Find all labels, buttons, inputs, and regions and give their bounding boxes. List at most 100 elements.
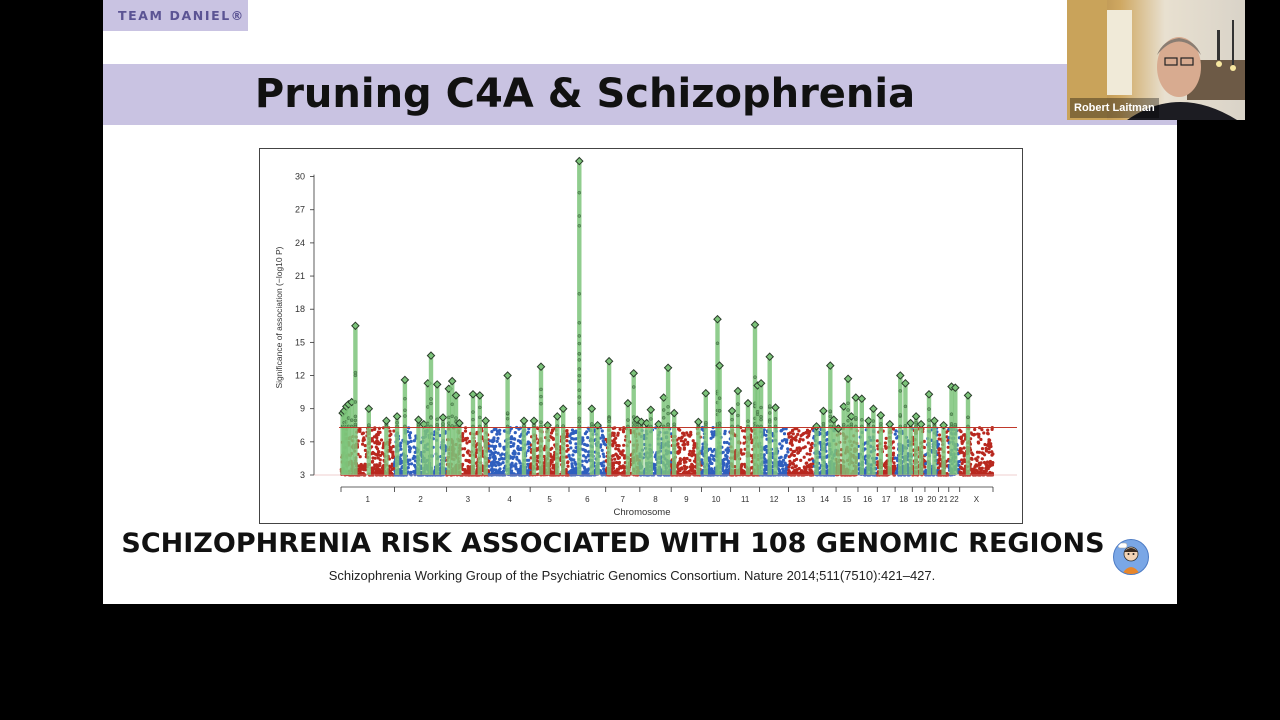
x-axis-label: Chromosome	[613, 507, 670, 518]
hit-snp	[662, 408, 666, 412]
chromosome-label: 21	[939, 495, 948, 504]
snp-point	[938, 454, 942, 458]
snp-point	[784, 453, 788, 457]
snp-point	[978, 466, 982, 470]
snp-point	[565, 434, 569, 439]
snp-point	[938, 464, 943, 468]
snp-point	[572, 449, 576, 453]
snp-point	[739, 463, 744, 467]
snp-point	[709, 453, 713, 457]
snp-point	[807, 430, 811, 434]
participant-name: Robert Laitman	[1070, 98, 1159, 118]
snp-point	[496, 451, 500, 455]
snp-point	[801, 438, 805, 442]
lead-snp-diamond	[646, 405, 656, 415]
snp-point	[959, 450, 963, 454]
chromosome-label: 13	[796, 495, 805, 504]
snp-point	[406, 466, 410, 470]
lead-snp-diamond	[587, 404, 597, 414]
snp-point	[679, 439, 683, 443]
hit-column	[384, 420, 389, 475]
snp-point	[969, 468, 974, 472]
lead-snp-diamond	[939, 420, 948, 430]
lead-snp-diamond	[637, 417, 646, 427]
snp-point	[611, 454, 615, 458]
snp-point	[792, 453, 797, 458]
snp-point	[584, 455, 588, 459]
snp-point	[884, 436, 888, 440]
snp-point	[721, 469, 726, 473]
snp-point	[895, 469, 899, 473]
snp-point	[808, 449, 813, 453]
snp-point	[378, 458, 382, 462]
chromosome-label: 15	[843, 495, 852, 504]
hit-peak-chr17	[876, 410, 886, 475]
snp-point	[684, 471, 688, 475]
hit-column	[703, 393, 708, 475]
snp-point	[566, 461, 570, 465]
snp-point	[977, 432, 981, 436]
hit-snp	[768, 404, 772, 408]
chromosome-label: 4	[507, 495, 512, 504]
hit-snp	[879, 422, 883, 426]
hit-snp	[395, 421, 399, 425]
lead-snp-diamond	[829, 415, 839, 425]
snp-point	[972, 467, 976, 471]
webcam-video-tile[interactable]: Robert Laitman	[1067, 0, 1245, 120]
snp-point	[979, 437, 983, 442]
hit-column	[887, 424, 892, 475]
lead-snp-diamond	[812, 422, 821, 431]
snp-point	[982, 431, 986, 435]
snp-point	[790, 429, 795, 433]
snp-point	[512, 464, 516, 468]
hit-column	[926, 394, 932, 475]
snp-point	[963, 433, 967, 437]
lead-snp-diamond	[701, 388, 711, 398]
snp-point	[689, 468, 693, 472]
hit-snp	[577, 191, 581, 195]
snp-point	[710, 430, 714, 434]
snp-point	[818, 452, 822, 456]
snp-point	[494, 444, 498, 448]
snp-point	[515, 457, 519, 461]
chromosome-label: 1	[366, 495, 371, 504]
snp-point	[375, 447, 380, 451]
snp-point	[986, 467, 990, 471]
snp-point	[502, 466, 506, 470]
hit-column	[903, 383, 908, 475]
snp-point	[712, 457, 716, 461]
snp-point	[808, 452, 812, 456]
hit-snp	[577, 388, 581, 392]
lead-snp-diamond	[715, 361, 724, 370]
hit-snp	[403, 396, 407, 401]
hit-column	[595, 425, 600, 475]
hit-peak-chr15	[839, 402, 849, 475]
snp-point	[808, 471, 812, 475]
snp-point	[621, 428, 625, 432]
chromosome-label: X	[974, 495, 980, 504]
hit-snp	[577, 367, 581, 371]
snp-point	[781, 464, 785, 468]
hit-snp	[860, 418, 864, 422]
snp-point	[962, 446, 966, 450]
lead-snp-diamond	[503, 371, 512, 380]
snp-point	[407, 462, 411, 466]
snp-point	[371, 450, 375, 455]
hit-column	[735, 391, 741, 475]
hit-snp	[768, 420, 772, 424]
hit-column	[425, 383, 430, 475]
snp-point	[601, 439, 605, 443]
snp-point	[509, 444, 513, 449]
snp-point	[604, 437, 608, 442]
y-tick-label: 30	[295, 172, 305, 182]
genome-wide-hits	[338, 156, 973, 475]
snp-point	[874, 456, 879, 460]
hit-peak-chr2	[432, 380, 442, 475]
snp-point	[742, 435, 747, 439]
snp-point	[463, 447, 467, 451]
snp-point	[574, 442, 578, 446]
snp-point	[741, 429, 745, 433]
snp-point	[799, 458, 803, 462]
snp-point	[466, 449, 470, 453]
snp-point	[494, 427, 498, 431]
